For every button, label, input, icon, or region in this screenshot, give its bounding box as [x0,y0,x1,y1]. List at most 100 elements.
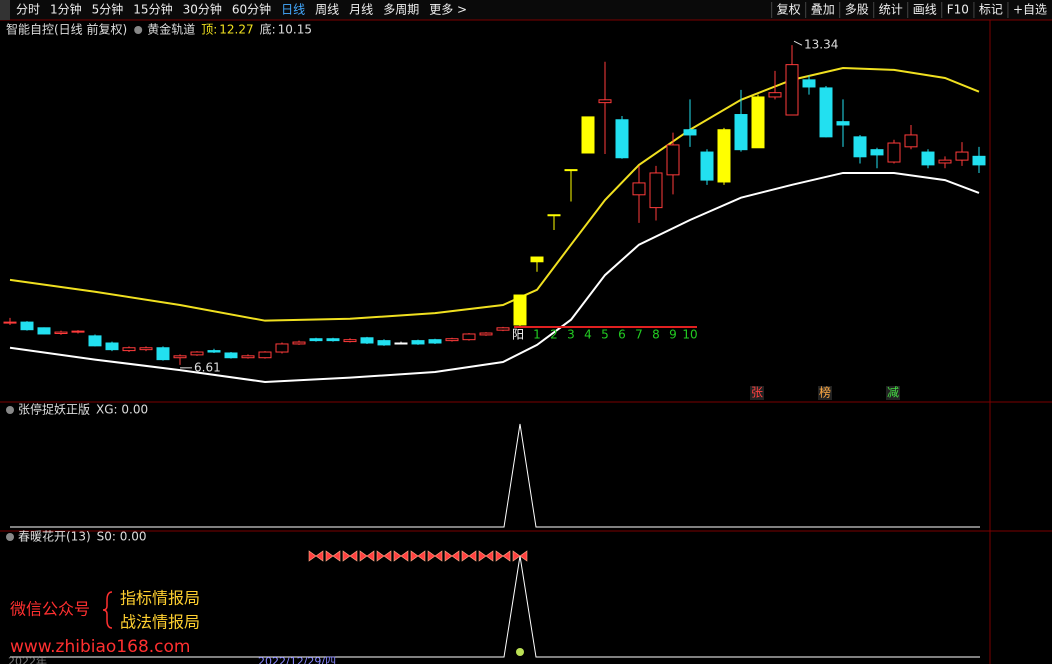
candle-body [581,116,595,154]
butterfly-icon [495,550,511,562]
counter-label: 3 [567,328,575,342]
tag: 榜 [819,385,831,400]
candle-body [547,214,561,217]
menu-item[interactable]: 标记 [979,3,1003,17]
toolbar-bg [0,0,1052,20]
counter-label: 阳 [512,328,524,342]
candle-body [785,64,799,116]
candle-body [343,339,357,343]
menu-item[interactable]: 分时 [16,3,40,17]
butterfly-icon [342,550,358,562]
candle-body [428,339,442,344]
dropdown[interactable] [6,533,14,541]
counter-label: 7 [635,328,643,342]
butterfly-icon [444,550,460,562]
candle-body [462,333,476,341]
header-text: 10.15 [278,23,312,37]
candle-body [275,343,289,353]
band-line [9,171,980,383]
watermark: 指标情报局 [120,589,200,608]
candle-body [3,321,17,324]
menu-item[interactable]: 5分钟 [92,2,124,17]
menu-item[interactable]: 画线 [913,3,937,17]
candle-body [20,321,34,331]
brace [102,591,113,629]
signal-line [10,423,980,528]
menu-item[interactable]: 统计 [879,3,903,17]
candle-body [853,136,867,158]
candle-body [768,92,782,98]
counter-label: 4 [584,328,592,342]
menu-item[interactable]: 月线 [349,3,373,17]
butterfly-icon [427,550,443,562]
toolbar-button[interactable] [0,0,10,20]
band-line [9,66,980,322]
menu-item[interactable]: 复权 [777,3,801,17]
candle-body [734,114,748,151]
menu-item[interactable]: 15分钟 [133,2,172,17]
counter-label: 8 [652,328,660,342]
header-text: 智能自控(日线 前复权) [6,22,127,37]
candle-body [513,294,527,326]
apple-icon [516,648,524,656]
counter-label: 5 [601,328,609,342]
watermark: 战法情报局 [120,613,200,632]
pane-title: 张停捉妖正版 [18,402,90,417]
menu-item[interactable]: 叠加 [811,3,835,17]
menu-item[interactable]: F10 [947,3,969,17]
menu-item[interactable]: 1分钟 [50,2,82,17]
menu-item[interactable]: 多股 [845,3,869,17]
footer-date: 2022/12/29/四 [258,655,336,664]
header-text: 顶: [201,23,217,37]
butterfly-icon [410,550,426,562]
menu-item[interactable]: 日线 [281,3,305,17]
candle-body [377,340,391,346]
footer-label: 2022年 [8,654,47,664]
menu-item[interactable]: 多周期 [383,3,419,17]
high-arrow [793,40,803,46]
candle-body [139,347,153,351]
counter-label: 10 [682,328,697,342]
counter-label: 6 [618,328,626,342]
butterfly-icon [461,550,477,562]
tag-bg [818,386,832,400]
pane-value: XG: 0.00 [96,403,148,417]
candle-body [887,142,901,163]
tag-bg [750,386,764,400]
candle-body [360,337,374,344]
candle-body [88,335,102,347]
butterfly-icon [512,550,528,562]
candle-body [122,347,136,352]
candle-body [496,327,510,331]
tag: 张 [751,386,763,400]
dropdown[interactable] [6,406,14,414]
candle-body [802,79,816,88]
menu-item[interactable]: 60分钟 [232,2,271,17]
candle-body [564,169,578,172]
candle-body [904,134,918,148]
butterfly-icon [325,550,341,562]
candle-body [173,355,187,359]
butterfly-icon [359,550,375,562]
high-label: 13.34 [804,38,838,52]
candle-body [54,331,68,335]
watermark-url: www.zhibiao168.com [10,637,190,657]
candle-body [479,332,493,336]
butterfly-icon [393,550,409,562]
candle-body [921,151,935,166]
menu-item[interactable]: 30分钟 [183,2,222,17]
candle-body [598,99,612,104]
menu-item[interactable]: 周线 [315,3,339,17]
menu-item[interactable]: 更多 > [429,3,467,17]
menu-item[interactable]: +自选 [1013,3,1047,17]
candle-body [105,342,119,351]
candle-body [615,119,629,159]
candle-body [224,352,238,359]
candle-body [717,129,731,183]
tag: 减 [887,386,899,400]
dropdown[interactable] [134,26,143,34]
candle-body [632,182,646,196]
counter-label: 9 [669,328,677,342]
butterfly-icon [308,550,324,562]
